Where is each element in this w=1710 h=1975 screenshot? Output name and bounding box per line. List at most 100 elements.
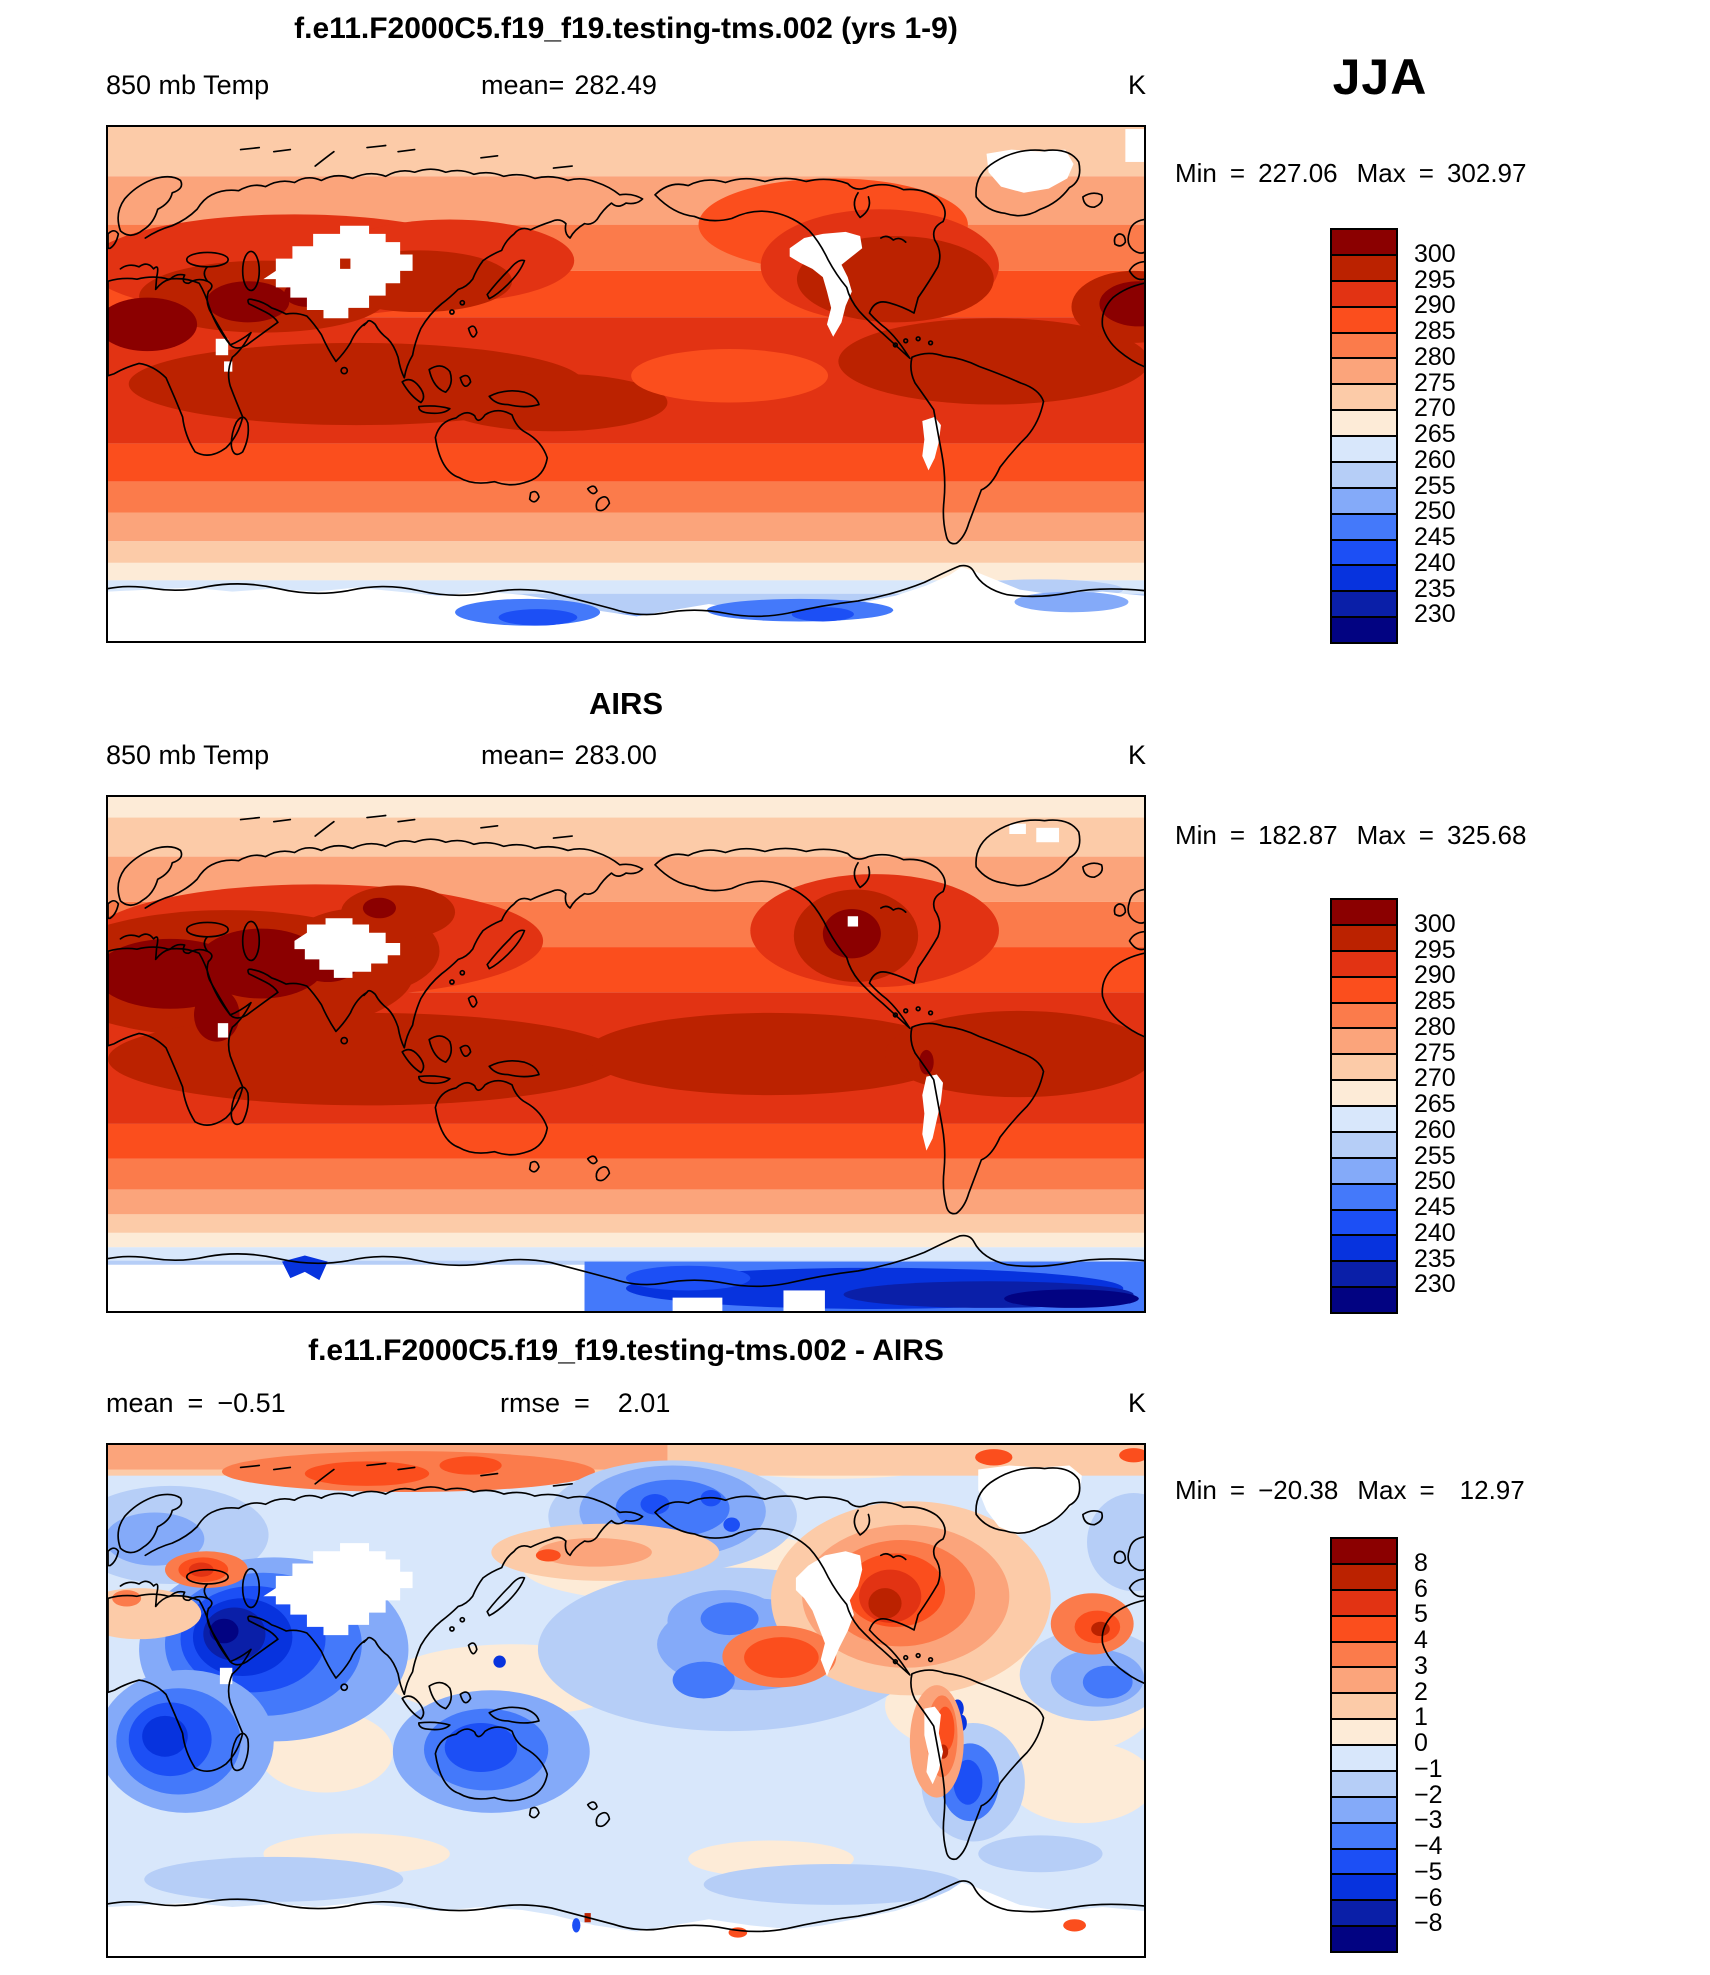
colorbar-tick-label: 255 xyxy=(1414,1141,1456,1170)
colorbar-cell xyxy=(1332,1797,1396,1824)
max-label: Max xyxy=(1356,158,1406,188)
obs-temperature-field xyxy=(108,797,1144,1311)
mean-value: −0.51 xyxy=(217,1388,286,1418)
colorbar-cell xyxy=(1332,1055,1396,1082)
colorbar-tick-label: −1 xyxy=(1414,1754,1443,1783)
obs-colorbar: 300 295 290 285 280 275 270 265 260 255 250 245 240 2… xyxy=(1330,898,1514,1314)
case-title: f.e11.F2000C5.f19_f19.testing-tms.002 (y… xyxy=(294,12,958,45)
mean-label: mean xyxy=(106,1388,174,1418)
colorbar-tick-label: 300 xyxy=(1414,909,1456,938)
colorbar-cell xyxy=(1332,281,1396,308)
colorbar-cell xyxy=(1332,1590,1396,1617)
colorbar-cell xyxy=(1332,1210,1396,1237)
colorbar-cell xyxy=(1332,307,1396,334)
colorbar-cell xyxy=(1332,1616,1396,1643)
colorbar-tick-label: −8 xyxy=(1414,1909,1443,1938)
colorbar-cell xyxy=(1332,1823,1396,1850)
colorbar-tick-label: 230 xyxy=(1414,600,1456,629)
colorbar-cell xyxy=(1332,1081,1396,1107)
rmse-label: rmse xyxy=(500,1388,560,1418)
equals-sign: = xyxy=(187,1388,204,1418)
masked-terrain xyxy=(108,1465,1144,1956)
colorbar-cell xyxy=(1332,540,1396,567)
min-label: Min xyxy=(1175,1475,1217,1505)
min-label: Min xyxy=(1175,820,1217,850)
equals-sign: = xyxy=(1229,820,1246,850)
model-colorbar: 300 295 290 285 280 275 270 265 260 255 250 245 240 2… xyxy=(1330,228,1514,644)
colorbar-cell xyxy=(1332,411,1396,437)
colorbar-cell xyxy=(1332,1927,1396,1951)
colorbar-cell xyxy=(1332,1901,1396,1928)
colorbar-cell xyxy=(1332,1771,1396,1798)
colorbar-tick-label: 300 xyxy=(1414,239,1456,268)
max-value: 325.68 xyxy=(1446,820,1527,850)
colorbar-cell xyxy=(1332,900,1396,926)
colorbar-tick-label: −4 xyxy=(1414,1832,1443,1860)
colorbar-tick-label: 260 xyxy=(1414,1115,1456,1144)
warm-bias-blobs xyxy=(108,1501,1134,1798)
max-value: 302.97 xyxy=(1446,158,1527,188)
colorbar-tick-label: 290 xyxy=(1414,291,1456,320)
colorbar-tick-label: 5 xyxy=(1414,1600,1428,1629)
colorbar-cell xyxy=(1332,359,1396,386)
colorbar-cell xyxy=(1332,1720,1396,1746)
units-label: K xyxy=(1127,1388,1146,1418)
obs-map xyxy=(106,795,1146,1313)
mean-stat: mean = −0.51 xyxy=(106,1388,286,1419)
max-value: 12.97 xyxy=(1459,1475,1525,1505)
variable-label: 850 mb Temp xyxy=(106,740,270,770)
colorbar-cell xyxy=(1332,1694,1396,1721)
max-label: Max xyxy=(1357,1475,1407,1505)
colorbar-cells xyxy=(1330,898,1398,1314)
masked-terrain xyxy=(108,129,1144,641)
diff-map xyxy=(106,1443,1146,1958)
colorbar-cell xyxy=(1332,514,1396,541)
rmse-value: 2.01 xyxy=(617,1388,671,1418)
colorbar-cell xyxy=(1332,385,1396,412)
variable-label: 850 mb Temp xyxy=(106,70,270,100)
colorbar-tick-label: 230 xyxy=(1414,1270,1456,1299)
equals-sign: = xyxy=(574,1388,590,1418)
colorbar-tick-label: 240 xyxy=(1414,548,1456,577)
units-label: K xyxy=(1127,70,1146,100)
colorbar-cell xyxy=(1332,977,1396,1004)
colorbar-cell xyxy=(1332,1184,1396,1211)
obs-minmax: Min = 182.87 Max = 325.68 xyxy=(1175,820,1595,851)
colorbar-cell xyxy=(1332,1158,1396,1185)
min-label: Min xyxy=(1175,158,1217,188)
colorbar-tick-label: 240 xyxy=(1414,1218,1456,1247)
colorbar-cell xyxy=(1332,462,1396,489)
colorbar-cells xyxy=(1330,1537,1398,1953)
colorbar-tick-label: 255 xyxy=(1414,471,1456,500)
mean-label: mean= xyxy=(481,740,565,770)
colorbar-tick-label: 270 xyxy=(1414,1064,1456,1093)
diff-minmax: Min = −20.38 Max = 12.97 xyxy=(1175,1475,1595,1506)
colorbar-cell xyxy=(1332,437,1396,463)
colorbar-tick-label: 275 xyxy=(1414,368,1456,397)
colorbar-tick-label: 295 xyxy=(1414,265,1456,294)
colorbar-labels: 300 295 290 285 280 275 270 265 260 255 250 245 240 2… xyxy=(1414,228,1514,644)
mean-value: 282.49 xyxy=(574,70,657,100)
equals-sign: = xyxy=(1418,158,1434,188)
min-value: 227.06 xyxy=(1258,158,1338,188)
colorbar-cell xyxy=(1332,1288,1396,1312)
colorbar-cell xyxy=(1332,1262,1396,1289)
equals-sign: = xyxy=(1229,1475,1246,1505)
colorbar-tick-label: 265 xyxy=(1414,420,1456,448)
colorbar-tick-label: 245 xyxy=(1414,523,1456,551)
colorbar-cells xyxy=(1330,228,1398,644)
colorbar-cell xyxy=(1332,1003,1396,1030)
colorbar-tick-label: −5 xyxy=(1414,1857,1443,1886)
colorbar-cell xyxy=(1332,592,1396,619)
model-stats-row: 850 mb Temp mean= 282.49 K xyxy=(106,70,1146,102)
colorbar-tick-label: 275 xyxy=(1414,1038,1456,1067)
diff-stats-row: mean = −0.51 rmse = 2.01 K xyxy=(106,1388,1146,1420)
equals-sign: = xyxy=(1419,1475,1435,1505)
diff-title: f.e11.F2000C5.f19_f19.testing-tms.002 - … xyxy=(308,1334,944,1367)
colorbar-labels: 300 295 290 285 280 275 270 265 260 255 250 245 240 2… xyxy=(1414,898,1514,1314)
colorbar-tick-label: 4 xyxy=(1414,1626,1428,1654)
colorbar-cell xyxy=(1332,255,1396,282)
diff-colorbar: 8 6 5 4 3 2 1 0 −1 −2 −3 −4 −5 −6 −8 xyxy=(1330,1537,1514,1953)
colorbar-tick-label: 235 xyxy=(1414,574,1456,603)
colorbar-tick-label: 3 xyxy=(1414,1651,1428,1680)
